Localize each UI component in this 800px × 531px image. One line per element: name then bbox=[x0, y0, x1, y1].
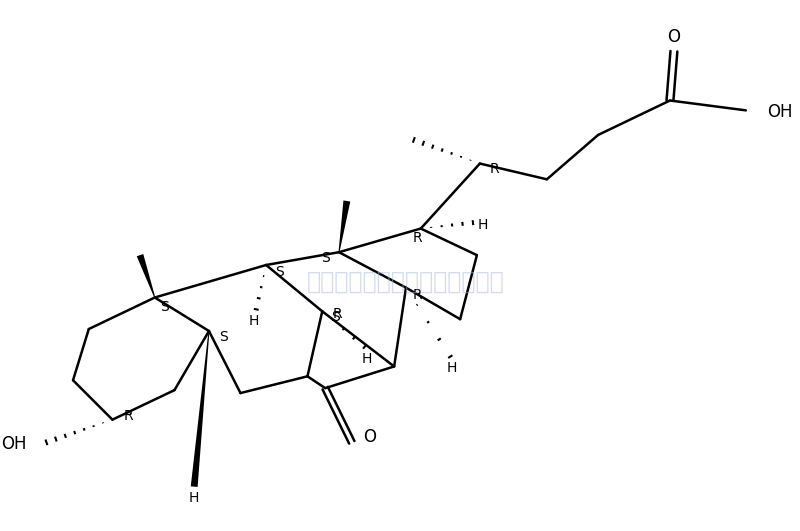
Text: O: O bbox=[667, 29, 681, 46]
Text: S: S bbox=[275, 265, 284, 279]
Text: R: R bbox=[413, 288, 422, 302]
Text: R: R bbox=[413, 232, 422, 245]
Polygon shape bbox=[137, 254, 155, 298]
Text: S: S bbox=[219, 330, 228, 344]
Text: S: S bbox=[330, 310, 339, 324]
Text: H: H bbox=[362, 352, 372, 365]
Text: OH: OH bbox=[2, 435, 26, 453]
Text: O: O bbox=[363, 429, 376, 447]
Polygon shape bbox=[338, 201, 350, 252]
Text: H: H bbox=[447, 362, 458, 375]
Text: H: H bbox=[189, 492, 199, 506]
Text: R: R bbox=[490, 162, 499, 176]
Text: 四川省维克奇生物科技有限公司: 四川省维克奇生物科技有限公司 bbox=[307, 270, 505, 294]
Text: H: H bbox=[478, 218, 488, 232]
Polygon shape bbox=[190, 331, 210, 487]
Text: S: S bbox=[160, 301, 169, 314]
Text: OH: OH bbox=[767, 104, 793, 121]
Text: H: H bbox=[249, 314, 259, 328]
Text: R: R bbox=[123, 409, 133, 423]
Text: S: S bbox=[321, 251, 330, 265]
Text: R: R bbox=[332, 307, 342, 321]
